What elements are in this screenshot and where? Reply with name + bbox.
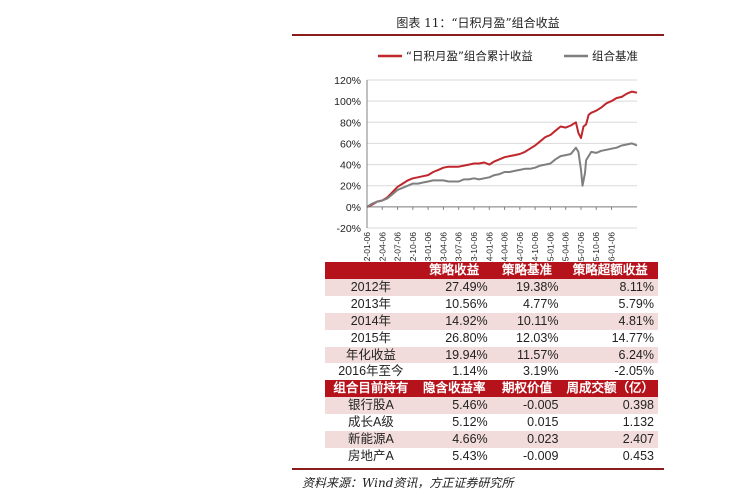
x-tick-label: 2013-07-06 — [454, 232, 464, 264]
x-tick-label: 2014-01-06 — [484, 232, 494, 264]
x-tick-label: 2013-04-06 — [438, 232, 448, 264]
x-tick-label: 2013-10-06 — [469, 232, 479, 264]
row-label: 2015年 — [325, 329, 417, 347]
header-cell: 策略基准 — [491, 262, 563, 279]
table-cell: 4.77% — [491, 295, 563, 313]
table-cell: 4.66% — [416, 431, 492, 448]
row-label: 成长A级 — [325, 414, 417, 432]
table-row: 年化收益 19.94% 11.57% 6.24% — [325, 346, 658, 364]
table-row: 2013年 10.56% 4.77% 5.79% — [325, 295, 658, 313]
table-cell: 5.43% — [416, 447, 492, 465]
y-tick-label: 80% — [340, 117, 361, 129]
y-tick-label: 40% — [340, 160, 361, 172]
table-row: 2015年 26.80% 12.03% 14.77% — [325, 329, 658, 347]
table-cell: 11.57% — [491, 346, 563, 364]
table-cell: 1.132 — [562, 414, 658, 432]
table-cell: 2.407 — [562, 431, 658, 448]
table-row: 2016年至今 1.14% 3.19% -2.05% — [325, 363, 658, 381]
table-cell: 6.24% — [562, 346, 658, 364]
table-cell: 27.49% — [416, 278, 492, 296]
table-header-row: 策略收益 策略基准 策略超额收益 — [325, 262, 658, 279]
table-cell: 14.92% — [416, 312, 492, 330]
row-label: 银行股A — [325, 397, 417, 415]
table-cell: 19.94% — [416, 346, 492, 364]
row-label: 2016年至今 — [325, 363, 417, 381]
table-row: 银行股A 5.46% -0.005 0.398 — [325, 397, 658, 415]
table-cell: 0.023 — [491, 431, 563, 448]
table-cell: 3.19% — [491, 363, 563, 381]
top-rule — [292, 34, 664, 36]
table-cell: 10.11% — [491, 312, 563, 330]
series-line-strategy — [366, 90, 638, 208]
y-tick-label: 20% — [340, 181, 361, 193]
table-row: 成长A级 5.12% 0.015 1.132 — [325, 414, 658, 432]
y-tick-label: 100% — [334, 96, 361, 108]
x-tick-label: 2014-07-06 — [515, 232, 525, 264]
table-row: 2014年 14.92% 10.11% 4.81% — [325, 312, 658, 330]
stats-table: 策略收益 策略基准 策略超额收益 2012年 27.49% 19.38% 8.1… — [325, 262, 658, 465]
header-cell: 策略超额收益 — [562, 262, 658, 279]
x-tick-label: 2015-07-06 — [576, 232, 586, 264]
y-tick-label: 60% — [340, 138, 361, 150]
header-cell: 期权价值 — [491, 380, 563, 398]
bottom-rule — [292, 468, 664, 470]
header-cell: 策略收益 — [416, 262, 492, 279]
x-tick-label: 2012-01-06 — [362, 232, 372, 264]
y-tick-label: 120% — [334, 75, 361, 87]
table-cell: -0.009 — [491, 447, 563, 465]
table-header-row: 组合目前持有 隐含收益率 期权价值 周成交额（亿） — [325, 380, 658, 398]
row-label: 2013年 — [325, 295, 417, 313]
table-cell: -2.05% — [562, 363, 658, 381]
table-cell: 0.015 — [491, 414, 563, 432]
x-tick-label: 2014-10-06 — [530, 232, 540, 264]
table-cell: 1.14% — [416, 363, 492, 381]
legend-label-strategy: “日积月盈”组合累计收益 — [406, 49, 533, 63]
table-cell: -0.005 — [491, 397, 563, 415]
x-tick-label: 2015-01-06 — [545, 232, 555, 264]
y-tick-label: -20% — [336, 223, 361, 235]
row-label: 房地产A — [325, 447, 417, 465]
row-label: 2012年 — [325, 278, 417, 296]
x-tick-label: 2013-01-06 — [423, 232, 433, 264]
table-row: 房地产A 5.43% -0.009 0.453 — [325, 447, 658, 465]
source-note: 资料来源：Wind资讯，方正证券研究所 — [302, 476, 514, 490]
table-cell: 12.03% — [491, 329, 563, 347]
line-chart: -20% 0% 20% 40% 60% 80% 100% 120% 2012-01-06 2012… — [334, 49, 638, 264]
row-label: 2014年 — [325, 312, 417, 330]
header-cell: 周成交额（亿） — [562, 380, 658, 398]
x-tick-label: 2012-10-06 — [408, 232, 418, 264]
y-tick-label: 0% — [346, 202, 361, 214]
figure-title: 图表 11：“日积月盈”组合收益 — [396, 16, 560, 30]
table-cell: 10.56% — [416, 295, 492, 313]
table-cell: 4.81% — [562, 312, 658, 330]
x-tick-label: 2012-04-06 — [377, 232, 387, 264]
header-cell — [325, 262, 417, 279]
row-label: 新能源A — [325, 431, 417, 448]
x-tick-label: 2016-01-06 — [607, 232, 617, 264]
table-cell: 5.12% — [416, 414, 492, 432]
table-cell: 0.453 — [562, 447, 658, 465]
row-label: 年化收益 — [325, 346, 417, 364]
table-row: 2012年 27.49% 19.38% 8.11% — [325, 278, 658, 296]
table-cell: 19.38% — [491, 278, 563, 296]
legend-label-benchmark: 组合基准 — [592, 49, 638, 63]
table-row: 新能源A 4.66% 0.023 2.407 — [325, 431, 658, 448]
header-cell: 组合目前持有 — [325, 380, 417, 398]
header-cell: 隐含收益率 — [416, 380, 492, 398]
table-cell: 5.79% — [562, 295, 658, 313]
table-cell: 26.80% — [416, 329, 492, 347]
table-cell: 0.398 — [562, 397, 658, 415]
table-cell: 14.77% — [562, 329, 658, 347]
table-cell: 5.46% — [416, 397, 492, 415]
x-tick-label: 2012-07-06 — [393, 232, 403, 264]
series-line-benchmark — [366, 142, 638, 208]
table-cell: 8.11% — [562, 278, 658, 296]
x-tick-label: 2015-04-06 — [561, 232, 571, 264]
x-tick-label: 2015-10-06 — [591, 232, 601, 264]
x-tick-label: 2014-04-06 — [500, 232, 510, 264]
